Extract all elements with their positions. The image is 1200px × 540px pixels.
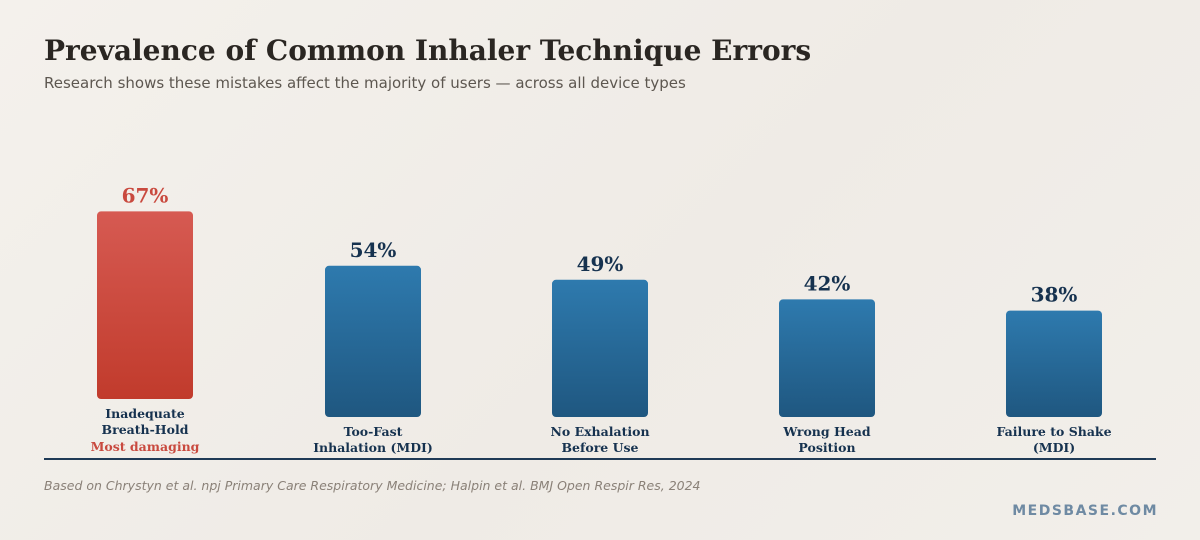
category-label: Failure to Shake [996, 424, 1111, 439]
bar-value-label: 49% [577, 252, 624, 276]
chart-title: Prevalence of Common Inhaler Technique E… [44, 34, 812, 67]
category-label: Before Use [561, 440, 638, 455]
category-label: No Exhalation [550, 424, 649, 439]
category-label: Breath-Hold [102, 422, 189, 437]
highlight-note: Most damaging [91, 439, 200, 454]
category-label: Position [798, 440, 855, 455]
category-label: Too-Fast [344, 424, 403, 439]
bar [779, 299, 875, 417]
bar-value-label: 38% [1031, 283, 1078, 307]
source-footnote: Based on Chrystyn et al. npj Primary Car… [44, 478, 701, 493]
brand-watermark: MEDSBASE.COM [1012, 503, 1158, 519]
category-label: (MDI) [1033, 440, 1075, 455]
bar [325, 265, 421, 417]
bar-value-label: 54% [350, 238, 397, 262]
bar [1006, 310, 1102, 417]
bar [552, 279, 648, 417]
category-label: Wrong Head [782, 424, 870, 439]
chart-subtitle: Research shows these mistakes affect the… [44, 74, 686, 92]
bar-value-label: 67% [122, 183, 169, 207]
category-label: Inadequate [105, 406, 184, 421]
category-label: Inhalation (MDI) [313, 440, 433, 455]
bar-value-label: 42% [804, 271, 851, 295]
bar [97, 211, 193, 399]
